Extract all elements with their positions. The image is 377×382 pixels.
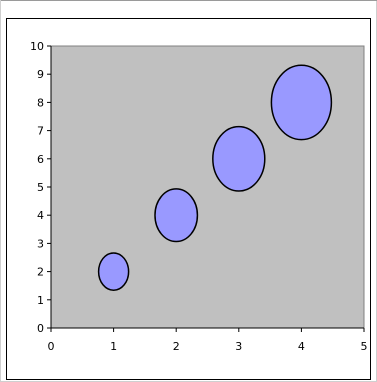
y-tick-label: 2 (37, 266, 44, 279)
y-tick-label: 7 (37, 125, 44, 138)
x-axis: 0 1 2 3 4 5 (48, 327, 368, 353)
y-tick-label: 1 (37, 294, 44, 307)
x-tick-label: 2 (173, 340, 180, 353)
y-tick-label: 4 (37, 209, 44, 222)
y-tick-label: 0 (37, 322, 44, 335)
bubble-series (97, 64, 333, 291)
x-tick-label: 0 (48, 340, 55, 353)
y-tick-label: 8 (37, 96, 44, 109)
bubble (97, 252, 130, 291)
top-rule (1, 0, 377, 1)
x-tick-label: 1 (110, 340, 117, 353)
y-tick-label: 3 (37, 237, 44, 250)
x-tick-label: 5 (361, 340, 368, 353)
bubble (154, 188, 199, 243)
y-tick-label: 5 (37, 181, 44, 194)
x-tick-label: 4 (298, 340, 305, 353)
y-tick-label: 6 (37, 153, 44, 166)
bubble (212, 125, 266, 192)
x-tick-label: 3 (235, 340, 242, 353)
y-axis: 0 1 2 3 4 5 6 7 8 9 10 (30, 40, 52, 335)
y-tick-label: 10 (30, 40, 44, 53)
y-tick-label: 9 (37, 68, 44, 81)
bubble (270, 64, 333, 141)
